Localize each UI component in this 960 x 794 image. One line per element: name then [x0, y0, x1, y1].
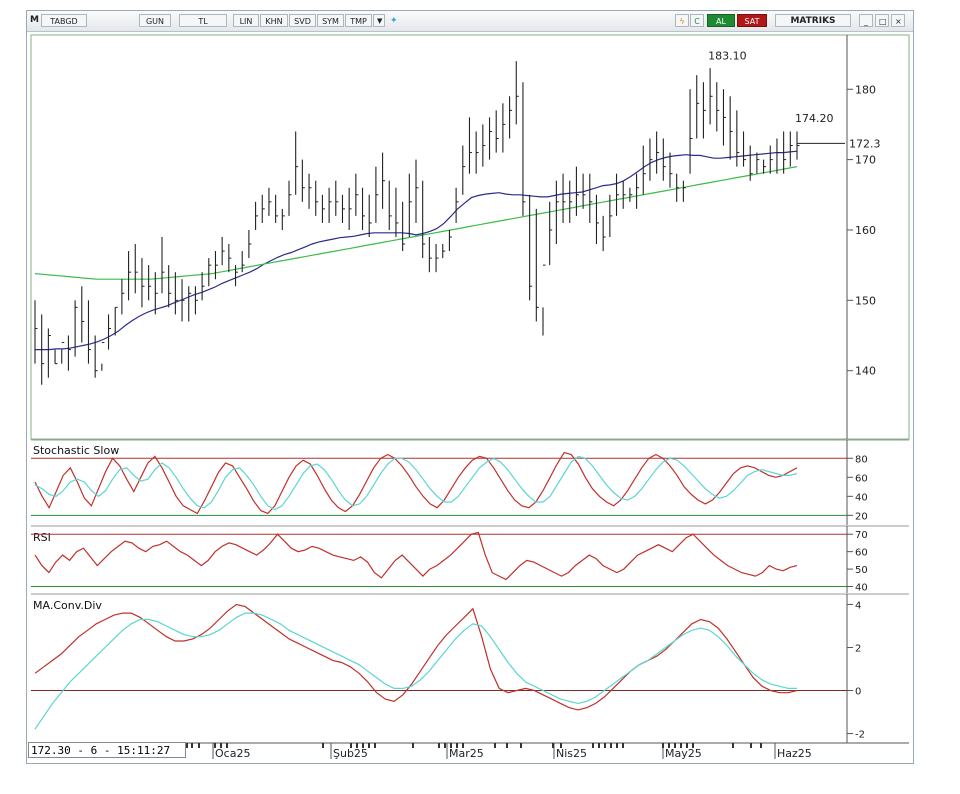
price-panel-frame	[30, 34, 910, 440]
y-tick-label: 20	[855, 511, 868, 522]
y-tick-label: 180	[855, 83, 876, 96]
symbol-field[interactable]: TABGD	[41, 14, 87, 27]
x-tick-label: Şub25	[333, 747, 368, 760]
y-tick-label: 40	[855, 583, 868, 594]
x-tick-label: Mar25	[449, 747, 484, 760]
c-icon[interactable]: C	[690, 14, 704, 27]
y-tick-label: 4	[855, 600, 861, 611]
khn-button[interactable]: KHN	[260, 14, 288, 27]
chart-window: M TABGD GUN TL LIN KHN SVD SYM TMP ▼ ✦ ϟ…	[26, 10, 914, 764]
y-tick-label: 40	[855, 492, 868, 503]
maximize-icon[interactable]: □	[875, 14, 889, 27]
buy-button[interactable]: AL	[707, 14, 735, 27]
y-tick-label: 160	[855, 224, 876, 237]
sym-button[interactable]: SYM	[317, 14, 344, 27]
y-tick-label: 0	[855, 687, 861, 698]
x-tick-label: May25	[665, 747, 702, 760]
minimize-icon[interactable]: _	[859, 14, 873, 27]
y-tick-label: 150	[855, 294, 876, 307]
price-annotation: 174.20	[795, 112, 834, 125]
y-tick-label: 170	[855, 154, 876, 167]
indicator-line	[34, 603, 798, 711]
macd-title: MA.Conv.Div	[33, 599, 102, 612]
chart-canvas: Stochastic Slow RSI MA.Conv.Div 140 150 16…	[30, 34, 910, 760]
indicator-line	[34, 531, 798, 581]
currency-button[interactable]: TL	[179, 14, 227, 27]
time-axis: Oca25 Şub25 Mar25 Nis25 May25 Haz25	[186, 743, 812, 760]
price-panel: 140 150 160 170 180 183.10 174.20 172.3	[34, 49, 881, 385]
stoch-title: Stochastic Slow	[33, 444, 119, 457]
macd-panel: -2 0 2 4	[31, 600, 865, 741]
stoch-panel: 20 40 60 80	[31, 451, 868, 522]
rsi-panel: 40 50 60 70	[31, 530, 868, 594]
indicator-line	[34, 451, 798, 515]
close-icon[interactable]: ×	[891, 14, 905, 27]
y-tick-label: 60	[855, 548, 868, 559]
price-annotation: 183.10	[708, 49, 747, 62]
y-tick-label: 2	[855, 643, 861, 654]
brand-label: MATRIKS	[775, 14, 851, 27]
bird-icon[interactable]: ✦	[390, 16, 398, 26]
indicator-line	[34, 612, 797, 730]
last-price-label: 172.3	[849, 137, 881, 150]
y-tick-label: 80	[855, 454, 868, 465]
bolt-icon[interactable]: ϟ	[675, 14, 689, 27]
y-tick-label: 140	[855, 365, 876, 378]
y-tick-label: 60	[855, 473, 868, 484]
rsi-title: RSI	[33, 531, 51, 544]
lin-button[interactable]: LIN	[233, 14, 259, 27]
chart-toolbar: M TABGD GUN TL LIN KHN SVD SYM TMP ▼ ✦ ϟ…	[27, 11, 913, 32]
sell-button[interactable]: SAT	[737, 14, 767, 27]
y-tick-label: 50	[855, 565, 868, 576]
x-tick-label: Oca25	[215, 747, 250, 760]
status-readout: 172.30 - 6 - 15:11:27	[28, 742, 186, 758]
tmp-button[interactable]: TMP	[345, 14, 372, 27]
dropdown-arrow-icon[interactable]: ▼	[373, 14, 385, 27]
x-tick-label: Haz25	[777, 747, 812, 760]
period-button[interactable]: GUN	[139, 14, 171, 27]
menu-m-label[interactable]: M	[30, 15, 39, 25]
svd-button[interactable]: SVD	[289, 14, 316, 27]
y-tick-label: -2	[855, 730, 865, 741]
indicator-line	[34, 455, 798, 511]
x-tick-label: Nis25	[556, 747, 587, 760]
y-tick-label: 70	[855, 530, 868, 541]
